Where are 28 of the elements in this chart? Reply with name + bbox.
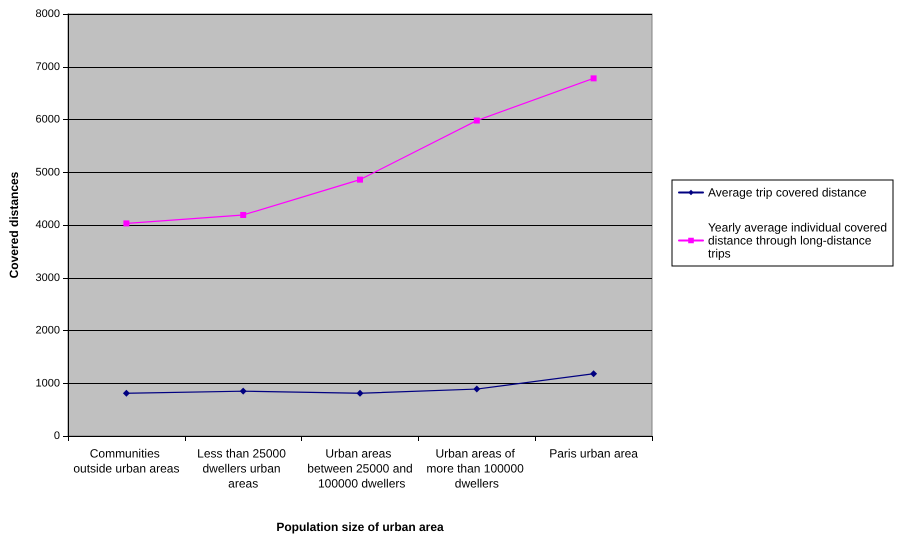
x-tick-label: Paris urban area <box>549 446 638 460</box>
legend-label: Yearly average individual covered distance through long-distance trips <box>708 220 888 260</box>
point <box>123 220 130 226</box>
point <box>474 118 480 124</box>
point <box>357 176 363 183</box>
point <box>356 390 364 397</box>
point <box>122 390 130 397</box>
y-tick-label: 0 <box>54 430 60 442</box>
x-axis-title: Population size of urban area <box>276 520 444 534</box>
y-tick-label: 7000 <box>36 60 60 73</box>
x-tick-label: Communities outside urban areas <box>73 446 180 476</box>
legend-label: Average trip covered distance <box>708 186 867 200</box>
point <box>240 388 247 395</box>
point <box>240 212 246 218</box>
point <box>590 75 597 82</box>
y-axis-title: Covered distances <box>7 171 21 278</box>
y-tick-label: 2000 <box>36 324 60 336</box>
x-tick-label: Urban areas between 25000 and 100000 dwellers <box>307 446 413 490</box>
y-tick-label: 3000 <box>36 272 60 284</box>
y-tick-label: 5000 <box>36 166 60 178</box>
x-tick-label: Urban areas of more than 100000 dwellers <box>426 446 528 490</box>
y-tick-label: 6000 <box>36 114 60 126</box>
point <box>473 386 480 393</box>
y-tick-label: 8000 <box>36 8 60 20</box>
y-tick-label: 4000 <box>36 219 60 231</box>
point <box>590 370 598 378</box>
y-tick-label: 1000 <box>36 377 60 390</box>
x-tick-label: Less than 25000 dwellers urban areas <box>197 446 290 490</box>
